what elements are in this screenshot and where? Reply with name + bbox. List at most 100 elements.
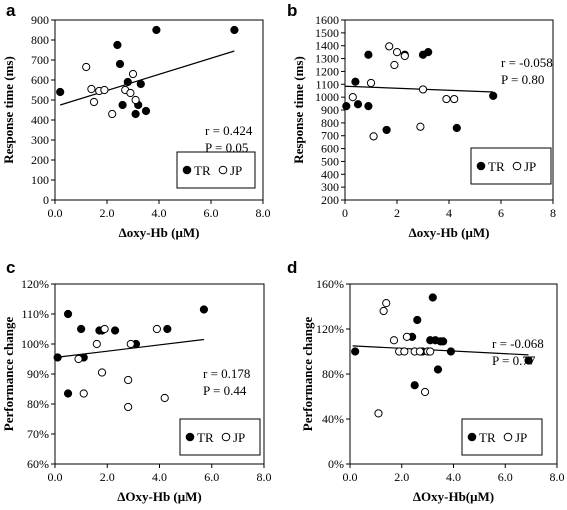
legend: TR JP — [176, 151, 256, 189]
data-point-tr — [351, 347, 360, 356]
data-point-jp — [369, 132, 378, 141]
data-point-tr — [424, 48, 433, 57]
y-tick-label: 90% — [27, 367, 49, 381]
y-tick-label: 500 — [31, 93, 49, 107]
data-point-tr — [413, 315, 422, 325]
data-point-jp — [87, 84, 96, 94]
data-point-jp — [160, 393, 169, 403]
data-point-jp — [402, 332, 412, 341]
legend-label-tr: TR — [194, 163, 211, 178]
data-point-tr — [110, 326, 120, 335]
y-tick-label: 100% — [21, 337, 49, 351]
data-point-jp — [100, 324, 109, 334]
x-axis-title: ΔOxy-Hb (μM) — [117, 489, 201, 504]
stat-line: r = 0.178 — [203, 366, 250, 381]
y-tick-label: 1600 — [315, 13, 339, 27]
data-point-tr — [230, 25, 239, 35]
data-point-jp — [74, 354, 83, 364]
data-point-jp — [89, 97, 99, 107]
panel-c: c 60% 70% 80% 90% 100% 110% 120% 0.0 2.0 4.0 6.0 8.0… — [1, 258, 272, 504]
x-tick-label: 4.0 — [152, 206, 167, 220]
y-tick-label: 200 — [31, 153, 49, 167]
y-tick-label: 160% — [316, 277, 344, 291]
data-point-tr — [63, 389, 73, 398]
data-point-jp — [385, 42, 394, 51]
data-point-jp — [152, 324, 161, 334]
y-tick-label: 100 — [31, 173, 49, 187]
data-point-jp — [92, 339, 101, 349]
legend-marker-tr — [467, 432, 477, 442]
panel-letter: b — [287, 1, 297, 20]
data-point-tr — [382, 125, 391, 135]
data-point-jp — [382, 299, 391, 308]
y-tick-label: 900 — [31, 13, 49, 27]
y-tick-label: 80% — [322, 367, 344, 381]
y-tick-label: 1300 — [315, 52, 339, 66]
data-point-tr — [364, 50, 373, 59]
y-tick-label: 800 — [321, 116, 339, 130]
legend-label-jp: JP — [230, 163, 242, 178]
data-point-jp — [348, 93, 357, 102]
trend-line — [352, 345, 529, 356]
stat-line: P = 0.44 — [203, 383, 247, 398]
data-point-tr — [118, 100, 127, 110]
trend-line — [60, 50, 235, 106]
y-tick-label: 80% — [27, 397, 49, 411]
stat-line: P = 0.77 — [492, 353, 536, 368]
data-point-tr — [433, 365, 443, 374]
x-tick-label: 2.0 — [394, 470, 409, 484]
x-tick-label: 6 — [498, 206, 504, 220]
x-tick-label: 4.0 — [446, 470, 461, 484]
x-tick-label: 2.0 — [100, 206, 115, 220]
x-tick-label: 6.0 — [204, 470, 219, 484]
panel-letter: a — [6, 1, 16, 20]
data-point-jp — [415, 347, 424, 356]
data-point-jp — [400, 347, 409, 356]
data-point-jp — [366, 78, 376, 88]
data-point-tr — [63, 309, 73, 319]
panel-a: a 0 100 200 300 400 500 600 700 800 900 0.0 2.0 4.0 6.… — [1, 1, 271, 240]
x-axis-title: Δoxy-Hb (μM) — [409, 225, 490, 240]
data-point-tr — [439, 337, 448, 346]
y-tick-label: 400 — [321, 167, 339, 181]
legend: TR JP — [470, 147, 552, 185]
y-tick-label: 900 — [321, 103, 339, 117]
y-axis-title: Response time (ms) — [1, 56, 16, 164]
data-point-jp — [416, 122, 425, 131]
data-point-tr — [56, 87, 65, 97]
y-tick-label: 0 — [43, 193, 49, 207]
data-point-jp — [426, 347, 435, 356]
y-tick-label: 500 — [321, 154, 339, 168]
data-point-jp — [374, 409, 383, 418]
data-point-tr — [113, 40, 122, 50]
data-point-tr — [446, 347, 456, 356]
y-tick-label: 300 — [321, 180, 339, 194]
data-point-tr — [199, 305, 209, 314]
data-point-jp — [97, 368, 107, 377]
y-tick-label: 700 — [31, 53, 49, 67]
data-point-tr — [131, 109, 140, 119]
legend-label-jp: JP — [524, 159, 536, 174]
y-tick-label: 300 — [31, 133, 49, 147]
data-point-tr — [428, 293, 437, 302]
data-point-tr — [489, 91, 498, 100]
y-tick-label: 1400 — [315, 39, 339, 53]
panel-letter: c — [6, 258, 15, 277]
data-point-jp — [389, 336, 399, 345]
y-tick-label: 1500 — [315, 26, 339, 40]
data-point-tr — [452, 123, 461, 133]
x-tick-label: 0.0 — [48, 470, 63, 484]
data-point-jp — [82, 62, 91, 72]
data-point-tr — [53, 353, 62, 362]
y-tick-label: 1000 — [315, 90, 339, 104]
data-point-jp — [442, 94, 451, 104]
x-tick-label: 8.0 — [550, 470, 565, 484]
panel-d: d 0% 40% 80% 120% 160% 0.0 2.0 4.0 6.0 8.0 ΔOxy-Hb(… — [287, 258, 565, 504]
legend-marker-jp — [503, 432, 513, 442]
y-tick-label: 40% — [322, 412, 344, 426]
legend-label-tr: TR — [488, 159, 505, 174]
trend-line — [54, 338, 204, 359]
y-tick-label: 700 — [321, 129, 339, 143]
legend-marker-jp — [218, 165, 228, 175]
data-point-jp — [418, 85, 428, 94]
